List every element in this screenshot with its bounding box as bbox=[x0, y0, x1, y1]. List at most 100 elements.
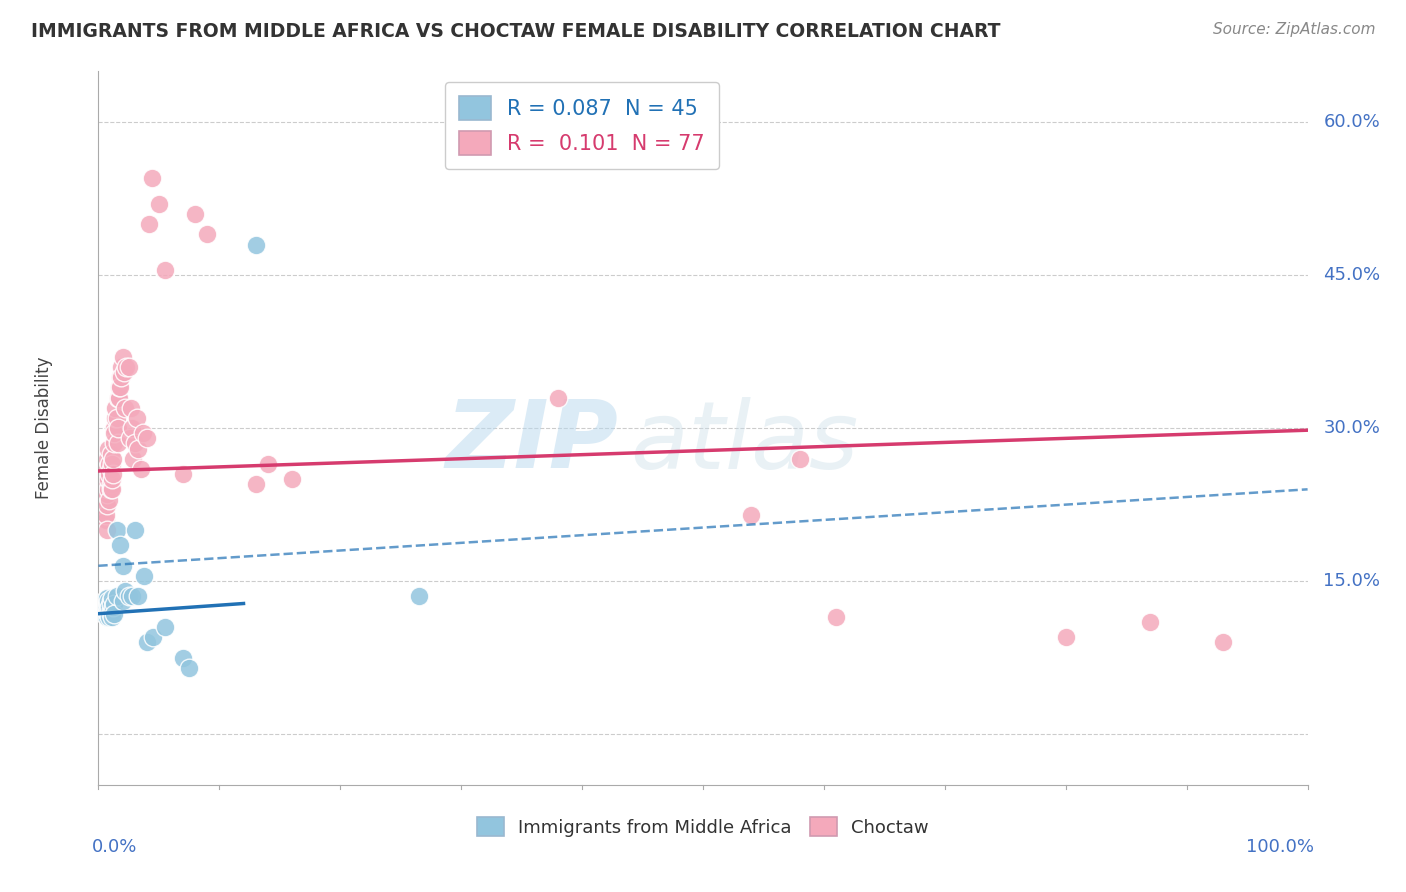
Point bbox=[93, 502, 115, 516]
Point bbox=[110, 370, 132, 384]
Point bbox=[124, 523, 146, 537]
Point bbox=[107, 421, 129, 435]
Point bbox=[105, 411, 128, 425]
Text: Female Disability: Female Disability bbox=[35, 357, 53, 500]
Point bbox=[94, 513, 117, 527]
Point bbox=[245, 237, 267, 252]
Point bbox=[120, 401, 142, 415]
Point bbox=[134, 569, 156, 583]
Text: 45.0%: 45.0% bbox=[1323, 266, 1381, 285]
Legend: Immigrants from Middle Africa, Choctaw: Immigrants from Middle Africa, Choctaw bbox=[470, 810, 936, 844]
Point bbox=[100, 602, 122, 616]
Point bbox=[110, 359, 132, 374]
Point bbox=[107, 436, 129, 450]
Point bbox=[96, 523, 118, 537]
Point bbox=[98, 599, 121, 614]
Point bbox=[100, 609, 122, 624]
Point bbox=[179, 661, 201, 675]
Point bbox=[108, 538, 131, 552]
Point bbox=[121, 421, 143, 435]
Point bbox=[141, 171, 163, 186]
Point bbox=[1139, 615, 1161, 629]
Point bbox=[100, 457, 122, 471]
Point bbox=[96, 451, 118, 466]
Point bbox=[114, 401, 136, 415]
Point bbox=[100, 597, 122, 611]
Point bbox=[740, 508, 762, 522]
Point bbox=[111, 594, 134, 608]
Point bbox=[129, 462, 152, 476]
Point bbox=[94, 508, 117, 522]
Point bbox=[112, 365, 135, 379]
Point bbox=[100, 477, 122, 491]
Point bbox=[789, 451, 811, 466]
Point bbox=[172, 650, 194, 665]
Point bbox=[108, 391, 131, 405]
Point bbox=[98, 467, 121, 481]
Point bbox=[138, 217, 160, 231]
Point bbox=[96, 462, 118, 476]
Point bbox=[103, 426, 125, 441]
Point bbox=[96, 605, 118, 619]
Point bbox=[97, 594, 120, 608]
Point bbox=[98, 457, 121, 471]
Point bbox=[100, 607, 122, 621]
Point bbox=[93, 477, 115, 491]
Text: ZIP: ZIP bbox=[446, 396, 619, 489]
Point bbox=[101, 451, 124, 466]
Point bbox=[96, 609, 118, 624]
Point bbox=[103, 597, 125, 611]
Point bbox=[93, 599, 115, 614]
Point bbox=[105, 523, 128, 537]
Point bbox=[195, 227, 218, 242]
Point bbox=[281, 472, 304, 486]
Text: 100.0%: 100.0% bbox=[1246, 838, 1313, 856]
Point bbox=[118, 359, 141, 374]
Point bbox=[98, 492, 121, 507]
Point bbox=[184, 207, 207, 221]
Point bbox=[93, 594, 115, 608]
Point bbox=[111, 350, 134, 364]
Point bbox=[122, 451, 145, 466]
Text: IMMIGRANTS FROM MIDDLE AFRICA VS CHOCTAW FEMALE DISABILITY CORRELATION CHART: IMMIGRANTS FROM MIDDLE AFRICA VS CHOCTAW… bbox=[31, 22, 1001, 41]
Point bbox=[96, 599, 118, 614]
Point bbox=[100, 594, 122, 608]
Point bbox=[100, 472, 122, 486]
Point bbox=[172, 467, 194, 481]
Point bbox=[96, 467, 118, 481]
Point bbox=[121, 590, 143, 604]
Point bbox=[108, 380, 131, 394]
Point bbox=[97, 442, 120, 456]
Point bbox=[135, 431, 157, 445]
Point bbox=[100, 462, 122, 476]
Point bbox=[127, 442, 149, 456]
Point bbox=[100, 483, 122, 497]
Point bbox=[93, 487, 115, 501]
Point bbox=[93, 602, 115, 616]
Text: 30.0%: 30.0% bbox=[1323, 419, 1381, 437]
Point bbox=[408, 590, 430, 604]
Point bbox=[1212, 635, 1234, 649]
Text: 60.0%: 60.0% bbox=[1323, 113, 1381, 131]
Point bbox=[148, 197, 170, 211]
Point bbox=[96, 591, 118, 606]
Point bbox=[135, 635, 157, 649]
Point bbox=[132, 426, 155, 441]
Point bbox=[100, 447, 122, 461]
Point bbox=[104, 411, 127, 425]
Point bbox=[96, 498, 118, 512]
Point bbox=[245, 477, 267, 491]
Point bbox=[96, 592, 118, 607]
Point bbox=[127, 590, 149, 604]
Point bbox=[153, 263, 176, 277]
Point bbox=[118, 431, 141, 445]
Point bbox=[97, 607, 120, 621]
Point bbox=[825, 609, 848, 624]
Point bbox=[142, 630, 165, 644]
Point bbox=[118, 590, 141, 604]
Point bbox=[124, 436, 146, 450]
Point bbox=[103, 607, 125, 621]
Text: atlas: atlas bbox=[630, 397, 859, 488]
Point bbox=[101, 599, 124, 614]
Point bbox=[96, 487, 118, 501]
